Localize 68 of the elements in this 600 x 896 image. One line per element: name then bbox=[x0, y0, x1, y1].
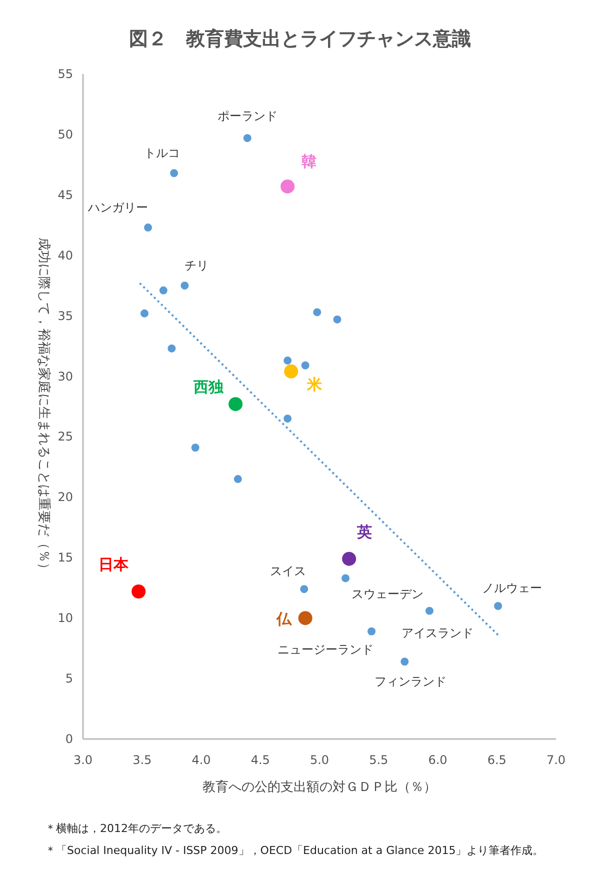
x-tick-label: 5.5 bbox=[369, 753, 388, 767]
point bbox=[132, 584, 146, 598]
y-tick-label: 25 bbox=[58, 430, 73, 444]
annotation: スウェーデン bbox=[352, 587, 424, 602]
point bbox=[368, 627, 376, 636]
annotation: ハンガリー bbox=[87, 200, 148, 215]
point bbox=[159, 286, 168, 294]
point bbox=[284, 414, 292, 423]
annotation: アイスランド bbox=[401, 626, 474, 640]
y-axis-title: 成功に際して，裕福な家庭に生まれることは重要だ（％） bbox=[36, 238, 52, 576]
series-label: 英 bbox=[356, 522, 372, 541]
series-label: 西独 bbox=[192, 378, 225, 396]
point bbox=[180, 282, 189, 290]
y-tick-label: 10 bbox=[58, 611, 73, 626]
chart-title: 図２ 教育費支出とライフチャンス意識 bbox=[129, 28, 471, 50]
annotation: ポーランド bbox=[217, 109, 278, 124]
point bbox=[284, 364, 298, 378]
point bbox=[342, 552, 356, 566]
point bbox=[191, 444, 200, 452]
y-tick-label: 40 bbox=[58, 248, 73, 262]
x-tick-label: 6.5 bbox=[487, 753, 506, 767]
y-tick-label: 5 bbox=[65, 672, 73, 686]
point bbox=[313, 308, 322, 316]
point bbox=[298, 611, 312, 626]
y-tick-label: 30 bbox=[58, 369, 73, 384]
annotation: トルコ bbox=[144, 146, 180, 160]
text: ＊横軸は，2012年のデータである。 bbox=[45, 822, 227, 835]
point bbox=[243, 134, 252, 142]
x-tick-label: 4.5 bbox=[250, 753, 270, 767]
x-tick-label: 3.5 bbox=[132, 753, 152, 767]
point bbox=[342, 574, 350, 582]
x-tick-label: 4.0 bbox=[192, 753, 211, 767]
annotation: スイス bbox=[270, 564, 306, 578]
point bbox=[284, 356, 292, 365]
y-tick-label: 50 bbox=[58, 127, 73, 142]
text: ＊「Social Inequality IV - ISSP 2009」，OECD「Education at a Glance 2015」より筆者作成。 bbox=[45, 844, 544, 857]
point bbox=[494, 602, 502, 610]
series-label: 米 bbox=[306, 375, 324, 394]
series-label: 仏 bbox=[275, 610, 292, 628]
point bbox=[168, 344, 176, 352]
annotation: ノルウェー bbox=[482, 581, 542, 595]
annotation: ニュージーランド bbox=[278, 642, 374, 656]
y-tick-label: 55 bbox=[58, 67, 73, 81]
series-label: 日本 bbox=[98, 555, 130, 574]
point bbox=[333, 315, 342, 324]
y-tick-label: 15 bbox=[58, 550, 73, 565]
point bbox=[425, 606, 434, 615]
x-tick-label: 7.0 bbox=[546, 753, 566, 767]
point bbox=[144, 224, 152, 232]
point bbox=[234, 475, 242, 484]
y-tick-label: 35 bbox=[58, 308, 73, 323]
x-tick-label: 5.0 bbox=[310, 753, 330, 767]
point bbox=[280, 179, 295, 194]
point bbox=[400, 658, 409, 666]
point bbox=[300, 585, 308, 594]
x-tick-label: 3.0 bbox=[73, 753, 93, 767]
point bbox=[301, 361, 310, 370]
y-tick-label: 45 bbox=[58, 188, 73, 202]
annotation: チリ bbox=[184, 258, 209, 273]
annotation: フィンランド bbox=[374, 674, 447, 689]
point bbox=[170, 169, 178, 178]
point bbox=[140, 309, 148, 318]
series-label: 韓 bbox=[302, 152, 317, 170]
y-tick-label: 20 bbox=[58, 490, 73, 504]
x-tick-label: 6.0 bbox=[428, 753, 448, 767]
point bbox=[228, 397, 243, 412]
y-tick-label: 0 bbox=[65, 732, 73, 746]
x-axis-title: 教育への公的支出額の対ＧＤＰ比（％） bbox=[202, 779, 436, 795]
